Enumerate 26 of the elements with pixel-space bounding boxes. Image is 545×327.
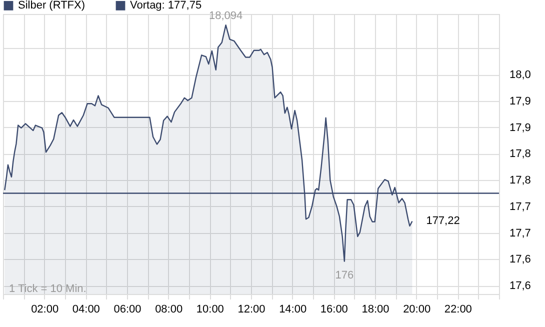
x-tick-label: 16:00 [320, 304, 348, 316]
x-tick-label: 18:00 [362, 304, 390, 316]
x-tick-label: 14:00 [279, 304, 307, 316]
x-tick-label: 22:00 [444, 304, 472, 316]
y-tick-label: 17,8 [510, 174, 531, 187]
x-tick-label: 10:00 [196, 304, 224, 316]
x-tick-label: 04:00 [72, 304, 100, 316]
y-tick-label: 17,6 [510, 254, 531, 266]
annotation: 1 Tick = 10 Min. [9, 283, 86, 295]
x-tick-label: 20:00 [403, 304, 431, 316]
y-tick-label: 17,6 [510, 280, 531, 292]
annotation: 18,094 [208, 10, 243, 22]
x-tick-label: 08:00 [155, 304, 183, 316]
annotation: 176 [335, 269, 354, 282]
y-tick-label: 17,7 [510, 200, 531, 213]
y-tick-label: 18,0 [510, 69, 531, 82]
annotation: 177,22 [426, 215, 460, 228]
legend-label: Silber (RTFX) [18, 0, 86, 12]
y-tick-label: 17,7 [510, 227, 531, 240]
y-tick-label: 17,9 [510, 96, 531, 108]
y-tick-label: 17,8 [510, 148, 531, 160]
x-tick-label: 06:00 [114, 304, 142, 316]
x-tick-label: 02:00 [31, 304, 59, 316]
legend-label: Vortag: 177,75 [130, 0, 202, 12]
y-tick-label: 17,9 [510, 122, 531, 134]
x-tick-label: 12:00 [238, 304, 266, 316]
